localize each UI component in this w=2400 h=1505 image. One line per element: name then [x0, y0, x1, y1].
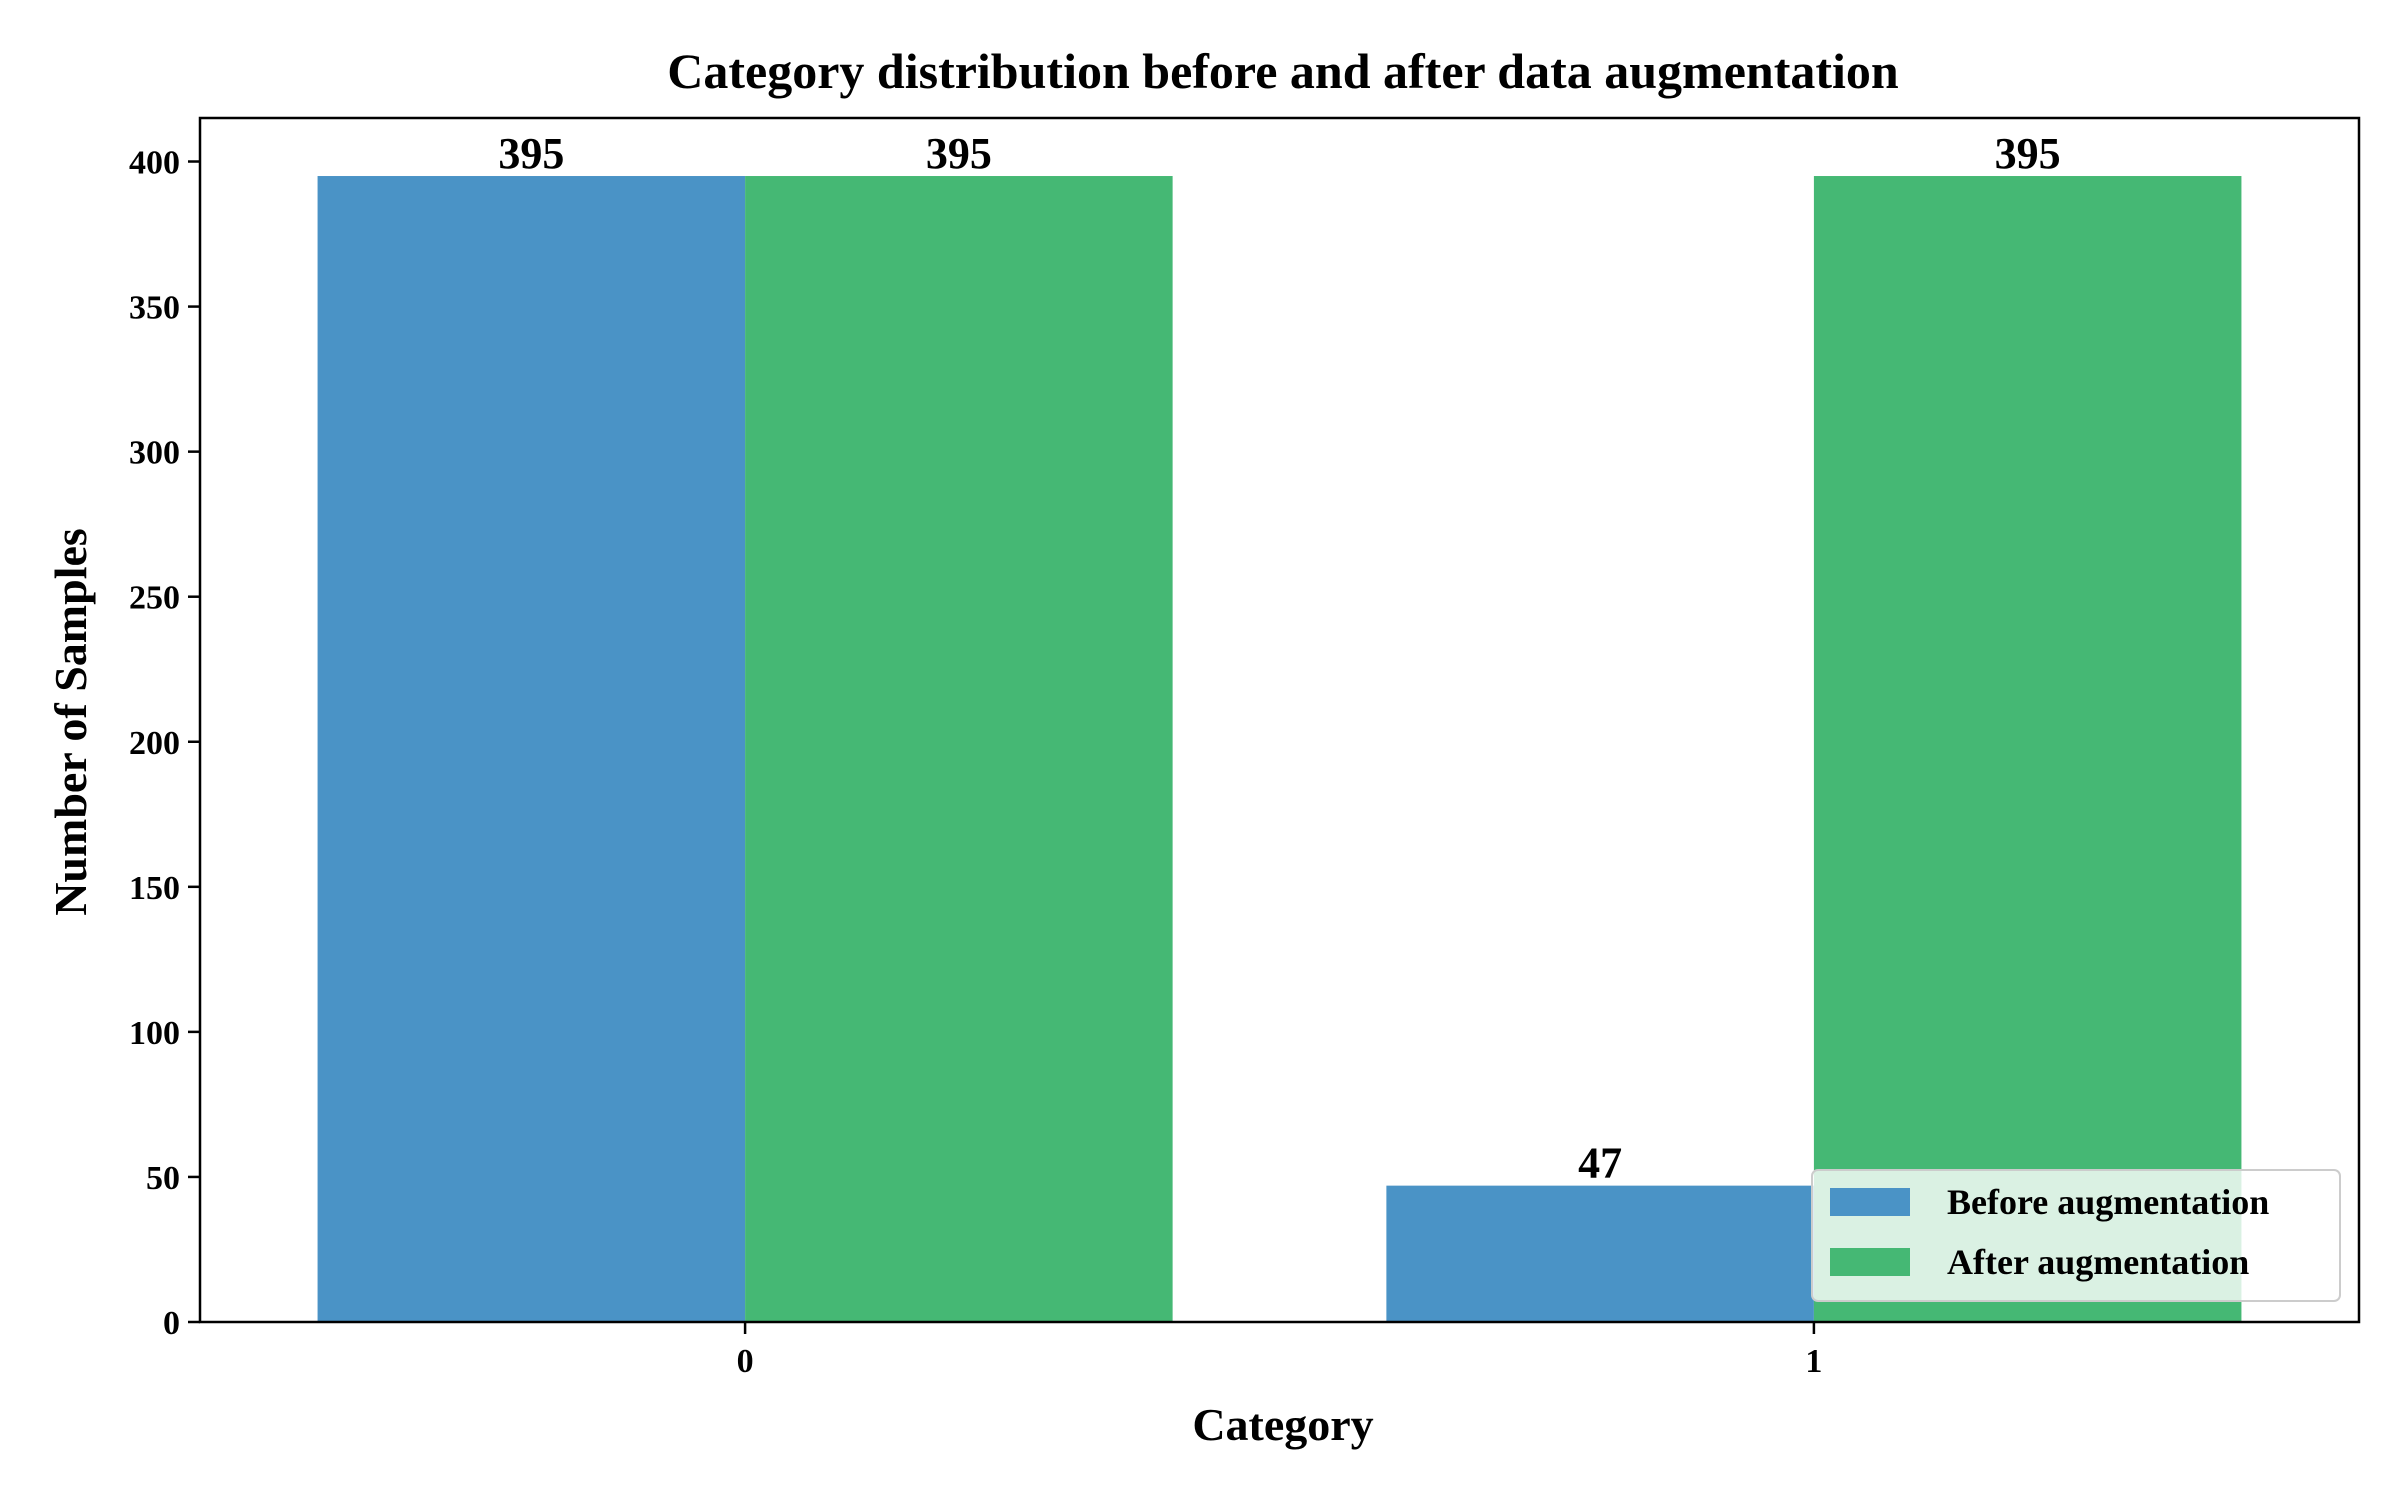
bar-before-augmentation-category-1: [1386, 1185, 1814, 1322]
legend-box: [1811, 1169, 2341, 1302]
y-tick-label: 150: [129, 870, 180, 907]
y-tick-label: 300: [129, 435, 180, 472]
y-axis-label: Number of Samples: [45, 528, 96, 916]
y-tick-label: 250: [129, 580, 180, 617]
bar-after-augmentation-category-0: [745, 176, 1173, 1323]
data-label-after-augmentation-category-0: 395: [926, 129, 992, 178]
x-tick-label: 0: [737, 1343, 754, 1380]
legend-swatch-before-augmentation: [1830, 1188, 1910, 1216]
legend-swatch-after-augmentation: [1830, 1248, 1910, 1276]
legend-label-before-augmentation: Before augmentation: [1947, 1182, 2269, 1222]
y-tick-label: 200: [129, 725, 180, 762]
y-tick-label: 400: [129, 145, 180, 182]
data-labels-group: 395 47 395 395: [498, 129, 2060, 1188]
data-label-before-augmentation-category-1: 47: [1578, 1139, 1622, 1188]
bar-before-augmentation-category-0: [317, 176, 746, 1323]
data-label-before-augmentation-category-0: 395: [498, 129, 564, 178]
y-ticks-group: 0 50 100 150 200 250 300 350 400: [129, 145, 200, 1342]
legend: Before augmentation After augmentation: [1811, 1169, 2341, 1302]
x-tick-label: 1: [1805, 1343, 1822, 1380]
y-tick-label: 350: [129, 290, 180, 327]
chart-title: Category distribution before and after d…: [667, 43, 1899, 99]
y-tick-label: 100: [129, 1015, 180, 1052]
y-tick-label: 0: [163, 1305, 180, 1342]
data-label-after-augmentation-category-1: 395: [1995, 129, 2061, 178]
legend-label-after-augmentation: After augmentation: [1947, 1242, 2249, 1282]
y-tick-label: 50: [146, 1160, 180, 1197]
x-axis-label: Category: [1192, 1399, 1373, 1450]
bar-after-augmentation-category-1: [1813, 176, 2242, 1323]
plot-frame: [198, 116, 2361, 1324]
bars-group: [317, 176, 2242, 1323]
